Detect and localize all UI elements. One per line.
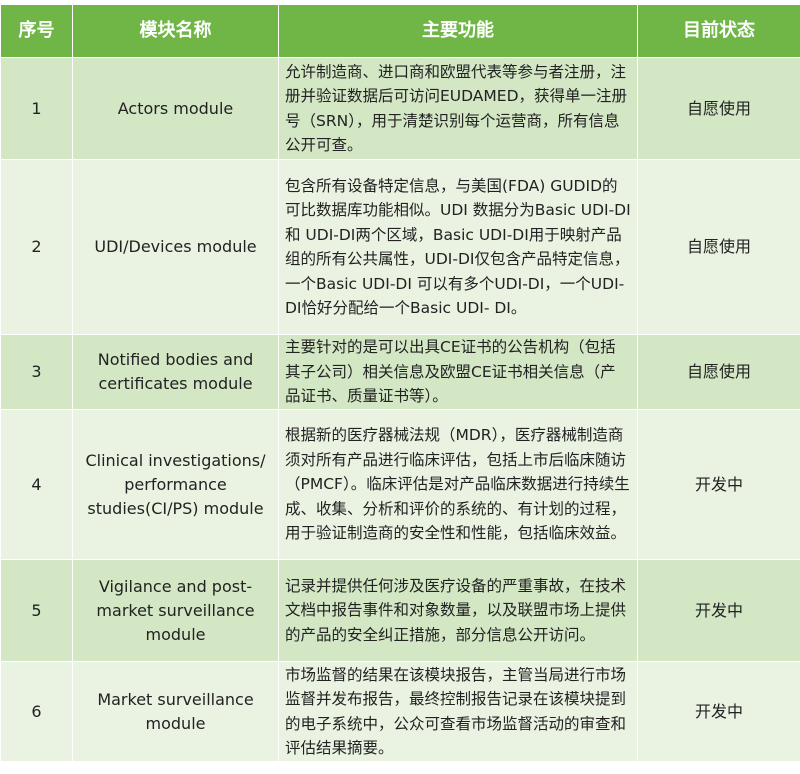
cell-name: Vigilance and post-market surveillance m… xyxy=(73,560,279,662)
cell-name: Market surveillance module xyxy=(73,662,279,762)
cell-status: 自愿使用 xyxy=(638,335,800,410)
cell-no: 4 xyxy=(1,410,73,560)
cell-function: 主要针对的是可以出具CE证书的公告机构（包括其子公司）相关信息及欧盟CE证书相关… xyxy=(279,335,638,410)
cell-status: 开发中 xyxy=(638,560,800,662)
cell-function: 包含所有设备特定信息，与美国(FDA) GUDID的可比数据库功能相似。UDI … xyxy=(279,160,638,335)
cell-no: 5 xyxy=(1,560,73,662)
header-row: 序号 模块名称 主要功能 目前状态 xyxy=(1,5,800,58)
cell-no: 6 xyxy=(1,662,73,762)
cell-no: 3 xyxy=(1,335,73,410)
cell-name: Actors module xyxy=(73,58,279,160)
cell-function: 根据新的医疗器械法规（MDR），医疗器械制造商须对所有产品进行临床评估，包括上市… xyxy=(279,410,638,560)
header-no: 序号 xyxy=(1,5,73,58)
cell-function: 允许制造商、进口商和欧盟代表等参与者注册，注册并验证数据后可访问EUDAMED，… xyxy=(279,58,638,160)
cell-function: 记录并提供任何涉及医疗设备的严重事故，在技术文档中报告事件和对象数量，以及联盟市… xyxy=(279,560,638,662)
cell-status: 自愿使用 xyxy=(638,160,800,335)
header-name: 模块名称 xyxy=(73,5,279,58)
cell-status: 开发中 xyxy=(638,662,800,762)
cell-name: Notified bodies and certificates module xyxy=(73,335,279,410)
header-function: 主要功能 xyxy=(279,5,638,58)
cell-name: UDI/Devices module xyxy=(73,160,279,335)
cell-function: 市场监督的结果在该模块报告，主管当局进行市场监督并发布报告，最终控制报告记录在该… xyxy=(279,662,638,762)
cell-name: Clinical investigations/ performance stu… xyxy=(73,410,279,560)
cell-status: 开发中 xyxy=(638,410,800,560)
cell-no: 1 xyxy=(1,58,73,160)
cell-status: 自愿使用 xyxy=(638,58,800,160)
header-status: 目前状态 xyxy=(638,5,800,58)
cell-no: 2 xyxy=(1,160,73,335)
